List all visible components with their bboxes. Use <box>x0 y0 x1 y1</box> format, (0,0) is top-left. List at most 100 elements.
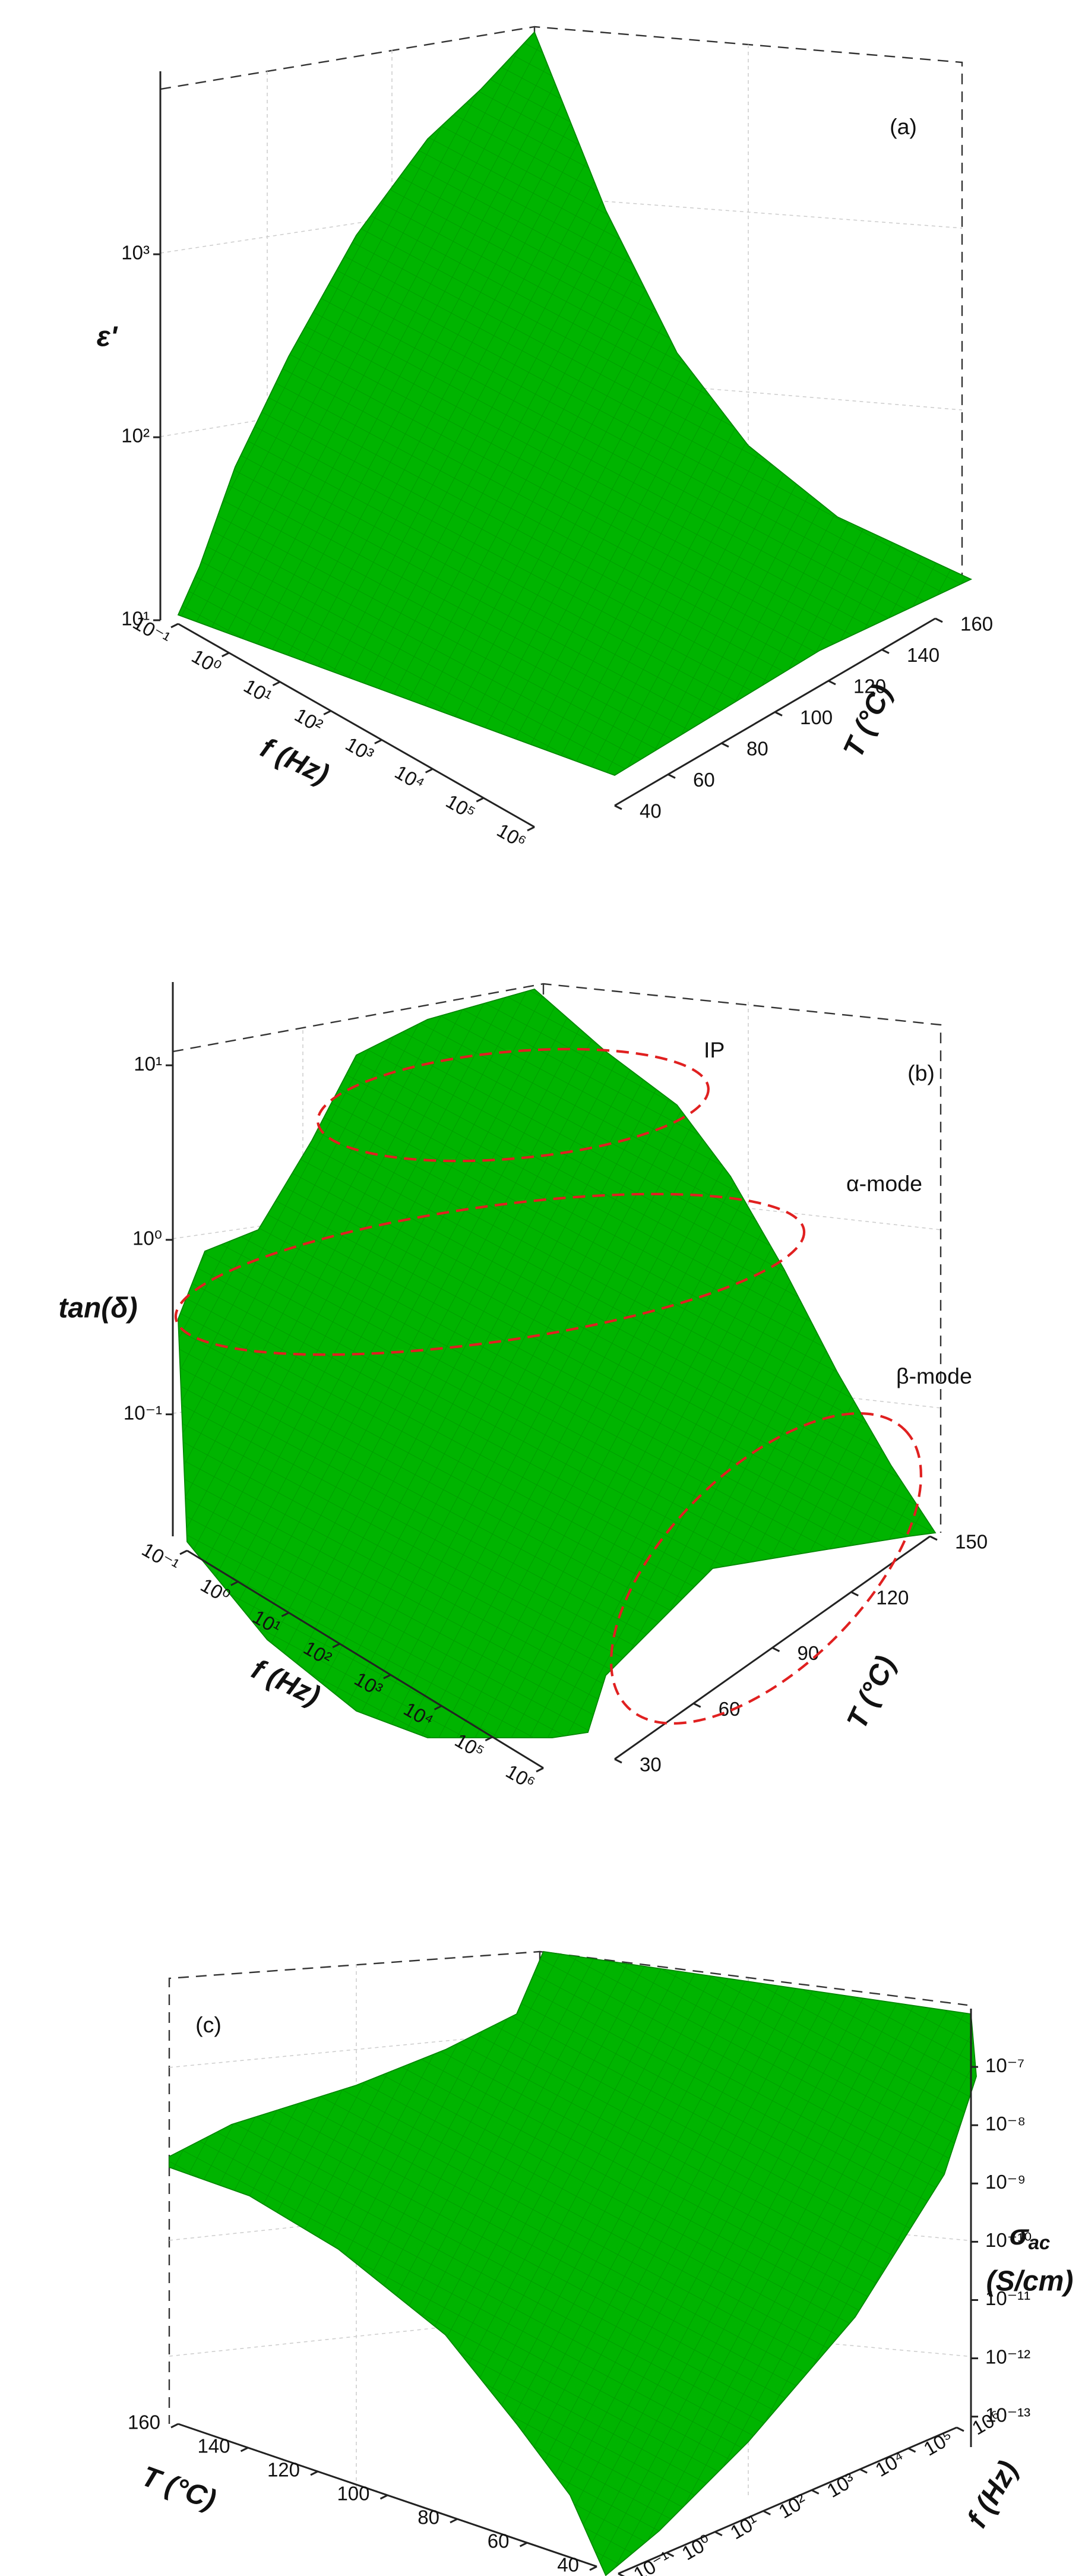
tick-mark <box>721 742 729 748</box>
z-tick-label: 10¹ <box>134 1053 162 1075</box>
z-tick-label: 10¹ <box>121 608 150 630</box>
annotation: IP <box>704 1037 725 1062</box>
tick-mark <box>170 2423 179 2429</box>
x-tick-label: 10⁵ <box>442 790 479 824</box>
z-tick-label: 10⁻¹² <box>985 2345 1030 2367</box>
tick-mark <box>272 681 281 687</box>
y-tick-label: 140 <box>907 644 940 666</box>
tick-mark <box>230 1580 239 1586</box>
x-tick-label: 10¹ <box>726 2510 762 2543</box>
x-tick-label: 10⁰ <box>188 645 225 678</box>
y-tick-label: 60 <box>488 2530 510 2552</box>
tick-mark <box>859 2468 868 2474</box>
x-axis-title: f (Hz) <box>961 2455 1024 2533</box>
axis-line <box>178 623 535 828</box>
y-axis-title: T (°C) <box>837 680 898 762</box>
tick-mark <box>935 617 943 623</box>
axis-line <box>186 1549 544 1769</box>
tick-mark <box>668 774 676 779</box>
z-tick-label: 10⁻¹¹ <box>985 2287 1030 2309</box>
tick-mark <box>310 2470 318 2476</box>
z-tick-label: 10⁻¹ <box>124 1401 162 1423</box>
tick-mark <box>714 2531 723 2537</box>
z-tick-label: 10⁻⁹ <box>985 2171 1026 2193</box>
tick-mark <box>332 1643 340 1649</box>
y-tick-label: 160 <box>128 2411 160 2433</box>
x-tick-label: 10⁴ <box>872 2446 909 2480</box>
tick-mark <box>222 652 230 658</box>
y-axis-title: T (°C) <box>841 1651 901 1734</box>
z-tick-label: 10⁻⁸ <box>985 2113 1026 2135</box>
tick-mark <box>614 804 622 810</box>
annotation: β-mode <box>896 1363 972 1388</box>
panel-label: (a) <box>890 114 917 139</box>
x-tick-label: 10⁶ <box>502 1760 539 1794</box>
x-tick-label: 10⁻¹ <box>138 1538 183 1577</box>
tick-mark <box>383 1674 391 1680</box>
axes: 10⁻¹10⁰10¹10²10³10⁴10⁵10⁶406080100120140… <box>58 71 1073 2576</box>
tick-mark <box>956 2426 964 2432</box>
tick-mark <box>763 2510 771 2515</box>
tick-mark <box>850 1591 859 1597</box>
tick-mark <box>485 1736 493 1742</box>
z-axis-title: ε' <box>97 321 118 353</box>
tick-mark <box>828 680 836 686</box>
y-axis-title: T (°C) <box>138 2460 220 2516</box>
tick-mark <box>379 2494 388 2500</box>
z-tick-label: 10⁻¹⁰ <box>985 2229 1032 2251</box>
y-tick-label: 100 <box>800 706 833 728</box>
tick-mark <box>527 826 535 832</box>
tick-mark <box>929 1535 938 1541</box>
z-tick-label: 10² <box>121 425 150 447</box>
tick-mark <box>771 1647 780 1652</box>
annotation-ellipse <box>610 1412 922 1725</box>
x-tick-label: 10⁻¹ <box>630 2547 674 2576</box>
x-tick-label: 10⁴ <box>391 760 429 794</box>
tick-mark <box>179 1549 188 1555</box>
tick-mark <box>666 2552 675 2558</box>
tick-mark <box>281 1612 290 1617</box>
y-tick-label: 40 <box>557 2554 579 2576</box>
tick-mark <box>614 1758 622 1764</box>
y-tick-label: 30 <box>640 1754 662 1776</box>
panel-label: (b) <box>907 1060 935 1085</box>
tick-mark <box>774 711 783 716</box>
tick-mark <box>450 2518 458 2524</box>
panel-label: (c) <box>195 2012 222 2037</box>
x-tick-label: 10⁶ <box>494 819 530 853</box>
y-tick-label: 120 <box>876 1586 909 1608</box>
y-tick-label: 60 <box>693 769 715 791</box>
tick-mark <box>425 768 434 774</box>
z-axis-unit: (S/cm) <box>986 2266 1074 2297</box>
tick-mark <box>323 710 331 715</box>
x-tick-label: 10² <box>291 703 327 737</box>
y-tick-label: 90 <box>798 1642 820 1664</box>
surface-mesh <box>169 1952 976 2576</box>
tick-mark <box>434 1705 442 1710</box>
x-axis-title: f (Hz) <box>256 732 334 791</box>
z-axis-title: tan(δ) <box>58 1293 137 1324</box>
annotation: α-mode <box>846 1171 922 1196</box>
z-tick-label: 10³ <box>121 242 150 264</box>
y-tick-label: 140 <box>197 2435 230 2457</box>
z-axis-title: σac <box>1010 2220 1051 2253</box>
axis-line <box>618 2426 957 2575</box>
x-tick-label: 10⁵ <box>920 2426 957 2460</box>
x-tick-label: 10⁰ <box>678 2530 715 2564</box>
z-axis-symbol: σ <box>1010 2220 1030 2251</box>
z-tick-label: 10⁻⁷ <box>985 2054 1024 2076</box>
tick-mark <box>476 797 484 803</box>
y-tick-label: 150 <box>955 1531 988 1553</box>
surface-mesh <box>178 989 935 1738</box>
tick-mark <box>693 1702 701 1708</box>
y-tick-label: 100 <box>337 2483 369 2505</box>
y-tick-label: 80 <box>417 2506 439 2528</box>
tick-mark <box>240 2446 249 2452</box>
x-tick-label: 10³ <box>342 733 378 766</box>
tick-mark <box>374 739 382 744</box>
x-tick-label: 10³ <box>823 2468 859 2502</box>
y-tick-label: 120 <box>853 675 886 697</box>
z-tick-label: 10⁻¹³ <box>985 2404 1030 2426</box>
